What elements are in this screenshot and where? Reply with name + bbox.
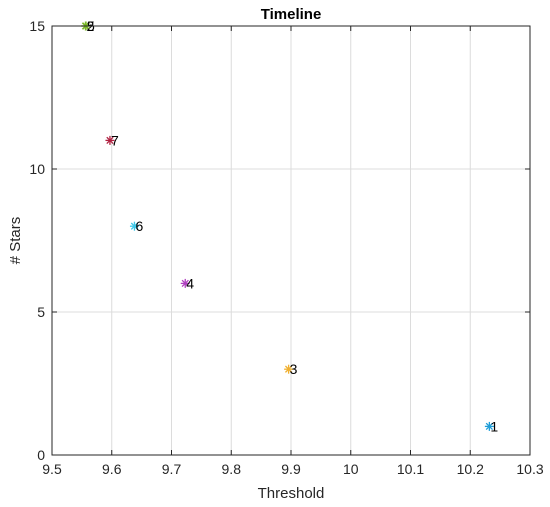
data-point-4: [180, 278, 190, 288]
tick-layer: 9.5 9.6 9.7 9.8 9.9 10 10.1 10.2 10.3 0 5 10 15: [29, 18, 543, 477]
y-tick-label: 15: [29, 18, 45, 34]
x-tick-label: 10.3: [516, 461, 543, 477]
y-tick-label: 5: [37, 304, 45, 320]
chart-title: Timeline: [261, 6, 322, 23]
data-point-7: [105, 135, 115, 145]
x-tick-label: 9.9: [281, 461, 301, 477]
x-tick-label: 9.7: [162, 461, 182, 477]
x-tick-label: 9.5: [42, 461, 62, 477]
x-tick-label: 10: [343, 461, 359, 477]
grid-layer: [52, 26, 530, 455]
point-label: 7: [111, 132, 119, 148]
x-tick-label: 9.8: [222, 461, 242, 477]
point-label: 3: [290, 361, 298, 377]
x-axis-label: Threshold: [258, 485, 325, 502]
x-tick-label: 9.6: [102, 461, 122, 477]
y-axis-label: # Stars: [7, 217, 24, 265]
point-label: 6: [135, 218, 143, 234]
y-tick-label: 10: [29, 161, 45, 177]
x-tick-label: 10.2: [457, 461, 484, 477]
data-point-3: [284, 364, 294, 374]
point-label: 4: [186, 275, 194, 291]
point-label: 1: [490, 418, 498, 434]
data-point-1: [484, 421, 494, 431]
y-tick-label: 0: [37, 447, 45, 463]
data-point-6: [129, 221, 139, 231]
x-tick-label: 10.1: [397, 461, 424, 477]
